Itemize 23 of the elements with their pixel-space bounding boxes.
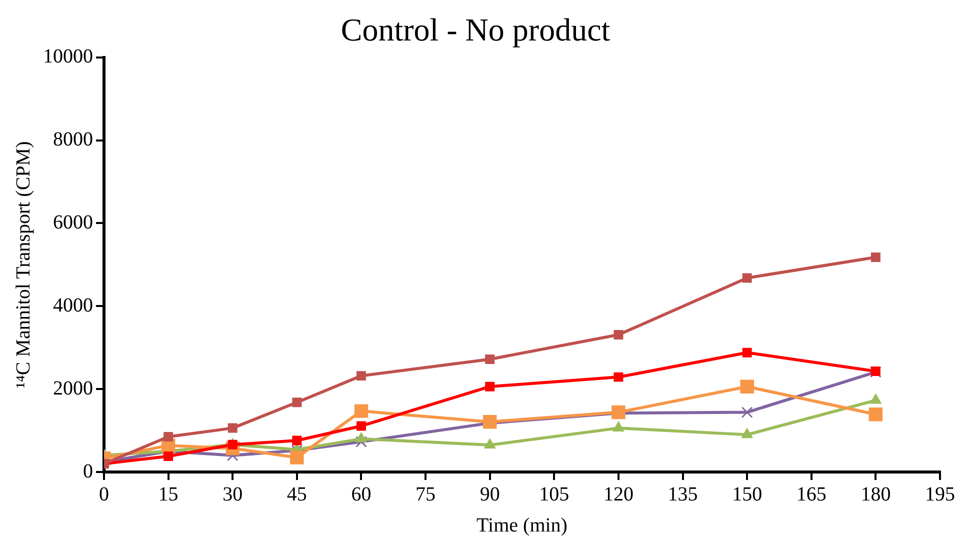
x-tick-label: 75 (416, 483, 436, 506)
x-tick-label: 0 (99, 483, 109, 506)
x-tick-label: 15 (158, 483, 178, 506)
y-tick-label: 2000 (53, 377, 93, 400)
x-axis-title: Time (min) (476, 514, 568, 536)
x-tick-label: 180 (860, 483, 891, 506)
x-tick-label: 90 (480, 483, 500, 506)
chart-title: Control - No product (340, 12, 610, 48)
x-tick-label: 45 (286, 483, 307, 506)
x-tick-label: 60 (351, 483, 372, 506)
x-tick-label: 195 (925, 483, 955, 506)
y-tick-label: 10000 (43, 46, 93, 68)
x-tick-label: 150 (732, 483, 762, 506)
y-tick-label: 4000 (53, 294, 93, 316)
x-tick-label: 165 (796, 483, 826, 506)
x-tick-label: 135 (668, 483, 698, 506)
x-tick-label: 30 (222, 483, 243, 506)
y-axis-title: ¹⁴C Mannitol Transport (CPM) (12, 141, 34, 388)
y-tick-label: 8000 (53, 128, 93, 151)
y-tick-label: 0 (83, 460, 93, 482)
x-tick-label: 105 (539, 483, 570, 506)
y-tick-label: 6000 (53, 211, 93, 234)
x-tick-label: 120 (603, 483, 634, 506)
